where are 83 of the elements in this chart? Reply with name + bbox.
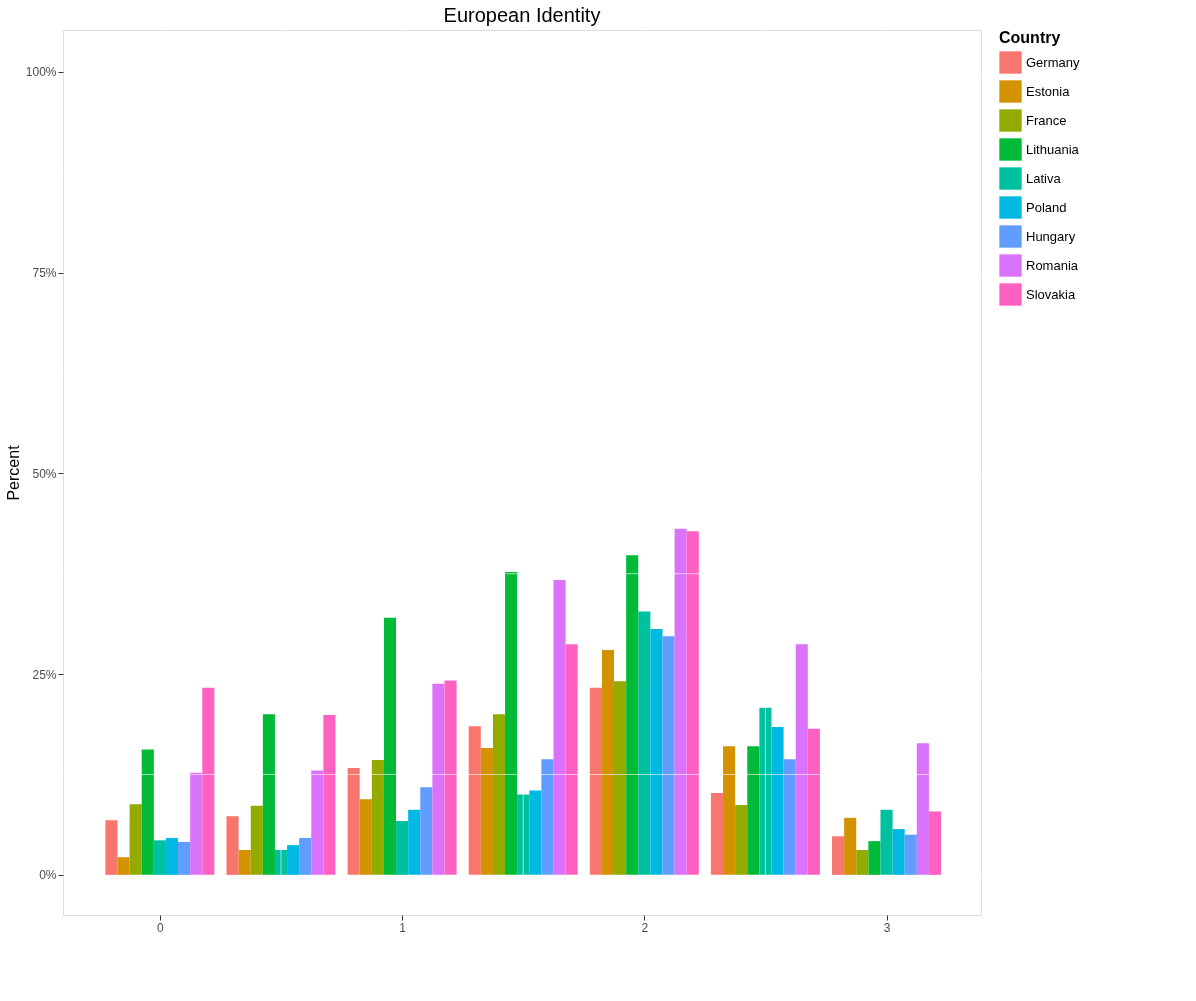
legend-label: Poland — [1026, 199, 1067, 215]
bar — [832, 836, 845, 875]
y-tick-label: 0% — [39, 868, 57, 883]
bar — [468, 726, 481, 875]
bar — [686, 531, 699, 875]
bar — [662, 636, 675, 875]
x-tick-label: 0 — [157, 920, 165, 935]
bar — [807, 728, 820, 875]
bar — [505, 572, 518, 875]
bar — [238, 849, 251, 875]
bar — [844, 817, 857, 875]
bar — [674, 528, 687, 875]
y-tick-label: 75% — [32, 266, 57, 281]
bar — [165, 837, 179, 875]
bar — [383, 617, 397, 875]
bar — [517, 794, 530, 875]
chart-title: European Identity — [443, 3, 601, 26]
bar — [795, 644, 808, 875]
legend-label: Slovakia — [1026, 286, 1076, 302]
bar — [880, 809, 893, 875]
y-tick-label: 100% — [25, 65, 57, 80]
bar — [262, 714, 275, 875]
legend-label: Lithuania — [1026, 141, 1080, 157]
bar — [347, 768, 360, 875]
legend-label: Romania — [1026, 257, 1079, 273]
bar — [771, 727, 784, 875]
bar — [190, 772, 203, 875]
bar — [541, 759, 554, 875]
bar — [178, 841, 191, 875]
bar — [856, 849, 869, 875]
bar — [311, 770, 324, 875]
bar — [638, 611, 651, 875]
bar — [892, 829, 905, 875]
bar — [614, 681, 627, 875]
bar — [650, 629, 663, 875]
bar — [529, 790, 542, 875]
bar — [916, 743, 929, 875]
x-tick-label: 3 — [883, 920, 891, 935]
bar — [359, 799, 372, 875]
y-axis-title: Percent — [4, 444, 22, 501]
bar — [129, 804, 142, 875]
bar — [396, 821, 409, 875]
bar — [408, 809, 421, 875]
x-tick-label: 1 — [399, 920, 407, 935]
bar — [723, 746, 736, 875]
bar — [371, 760, 384, 875]
bar — [420, 787, 433, 875]
y-tick-label: 25% — [32, 667, 57, 682]
bar — [153, 840, 166, 875]
bar — [589, 687, 602, 875]
bar — [747, 746, 760, 875]
bar — [601, 649, 615, 875]
bar — [783, 759, 796, 875]
legend-label: Germany — [1026, 54, 1080, 70]
bar — [553, 580, 566, 875]
bar — [868, 841, 881, 875]
bar — [105, 820, 118, 875]
legend-label: Lativa — [1026, 170, 1062, 186]
bar — [710, 792, 724, 875]
bar — [287, 845, 300, 875]
bar — [735, 804, 748, 875]
y-tick-label: 50% — [32, 466, 57, 481]
bar — [202, 687, 215, 875]
bar — [904, 834, 917, 875]
legend-label: Estonia — [1026, 83, 1071, 99]
bar — [117, 857, 130, 875]
bar — [480, 747, 493, 875]
bar — [626, 555, 639, 875]
bar — [323, 715, 336, 875]
bar — [492, 714, 506, 875]
legend-label: Hungary — [1026, 228, 1076, 244]
bar — [759, 707, 772, 875]
bar — [250, 805, 263, 875]
bar — [141, 749, 154, 875]
bar — [565, 644, 578, 875]
bar — [928, 811, 942, 875]
bar — [444, 680, 457, 875]
bar — [432, 683, 445, 875]
bar — [299, 837, 312, 875]
legend-title: Country — [999, 29, 1061, 46]
bar — [226, 816, 239, 875]
legend-label: France — [1026, 112, 1067, 128]
x-tick-label: 2 — [641, 920, 649, 935]
